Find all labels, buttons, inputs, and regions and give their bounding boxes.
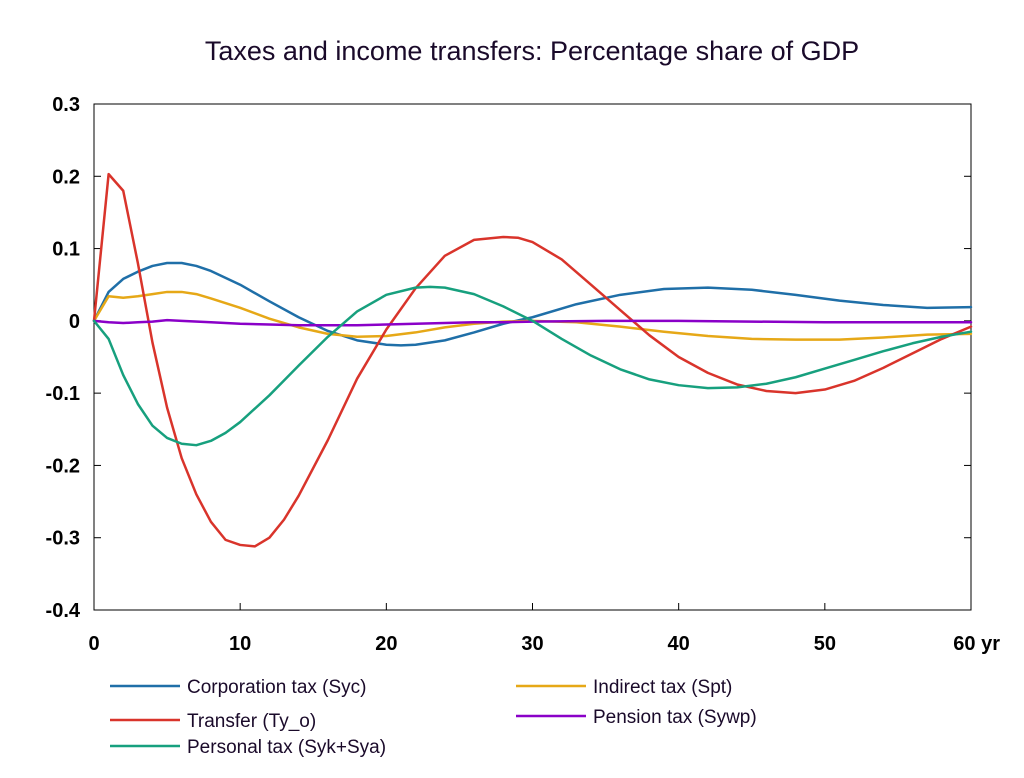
x-tick-label: 40 (668, 633, 690, 655)
axes: 0.3 0.2 0.1 0 -0.1 -0.2 -0.3 -0.4 0 10 20 30 40 50 60 … (46, 94, 1001, 655)
chart-title: Taxes and income transfers: Percentage s… (205, 36, 859, 66)
x-tick-label: 60 yr (953, 633, 1000, 655)
x-tick-label: 50 (814, 633, 836, 655)
legend-label-pension-tax-sywp: Pension tax (Sywp) (593, 707, 757, 728)
y-tick-label: 0.2 (52, 166, 80, 188)
x-tick-label: 20 (375, 633, 397, 655)
series-line-personal-tax-syk-sya (92, 285, 973, 447)
plot-area (93, 103, 972, 611)
x-tick-label: 0 (88, 633, 99, 655)
series-line-corporation-tax-syc (92, 261, 973, 347)
legend-label-personal-tax-syk-sya: Personal tax (Syk+Sya) (187, 737, 386, 758)
legend-label-corporation-tax-syc: Corporation tax (Syc) (187, 677, 367, 698)
x-tick-label: 30 (521, 633, 543, 655)
series-line-transfer-ty-o (92, 172, 973, 548)
y-tick-label: 0 (69, 311, 80, 333)
y-tick-label: -0.3 (46, 528, 80, 550)
y-tick-label: -0.4 (46, 600, 81, 622)
series-group (92, 172, 973, 548)
series-line-pension-tax-sywp (92, 318, 973, 327)
y-tick-label: -0.2 (46, 455, 80, 477)
y-tick-label: 0.1 (52, 239, 80, 261)
x-tick-label: 10 (229, 633, 251, 655)
y-tick-label: 0.3 (52, 94, 80, 116)
y-tick-label: -0.1 (46, 383, 80, 405)
series-line-indirect-tax-spt (92, 290, 973, 341)
legend-label-transfer-ty-o: Transfer (Ty_o) (187, 711, 316, 732)
legend-label-indirect-tax-spt: Indirect tax (Spt) (593, 677, 732, 698)
legend: Corporation tax (Syc) Indirect tax (Spt) T… (110, 677, 757, 758)
